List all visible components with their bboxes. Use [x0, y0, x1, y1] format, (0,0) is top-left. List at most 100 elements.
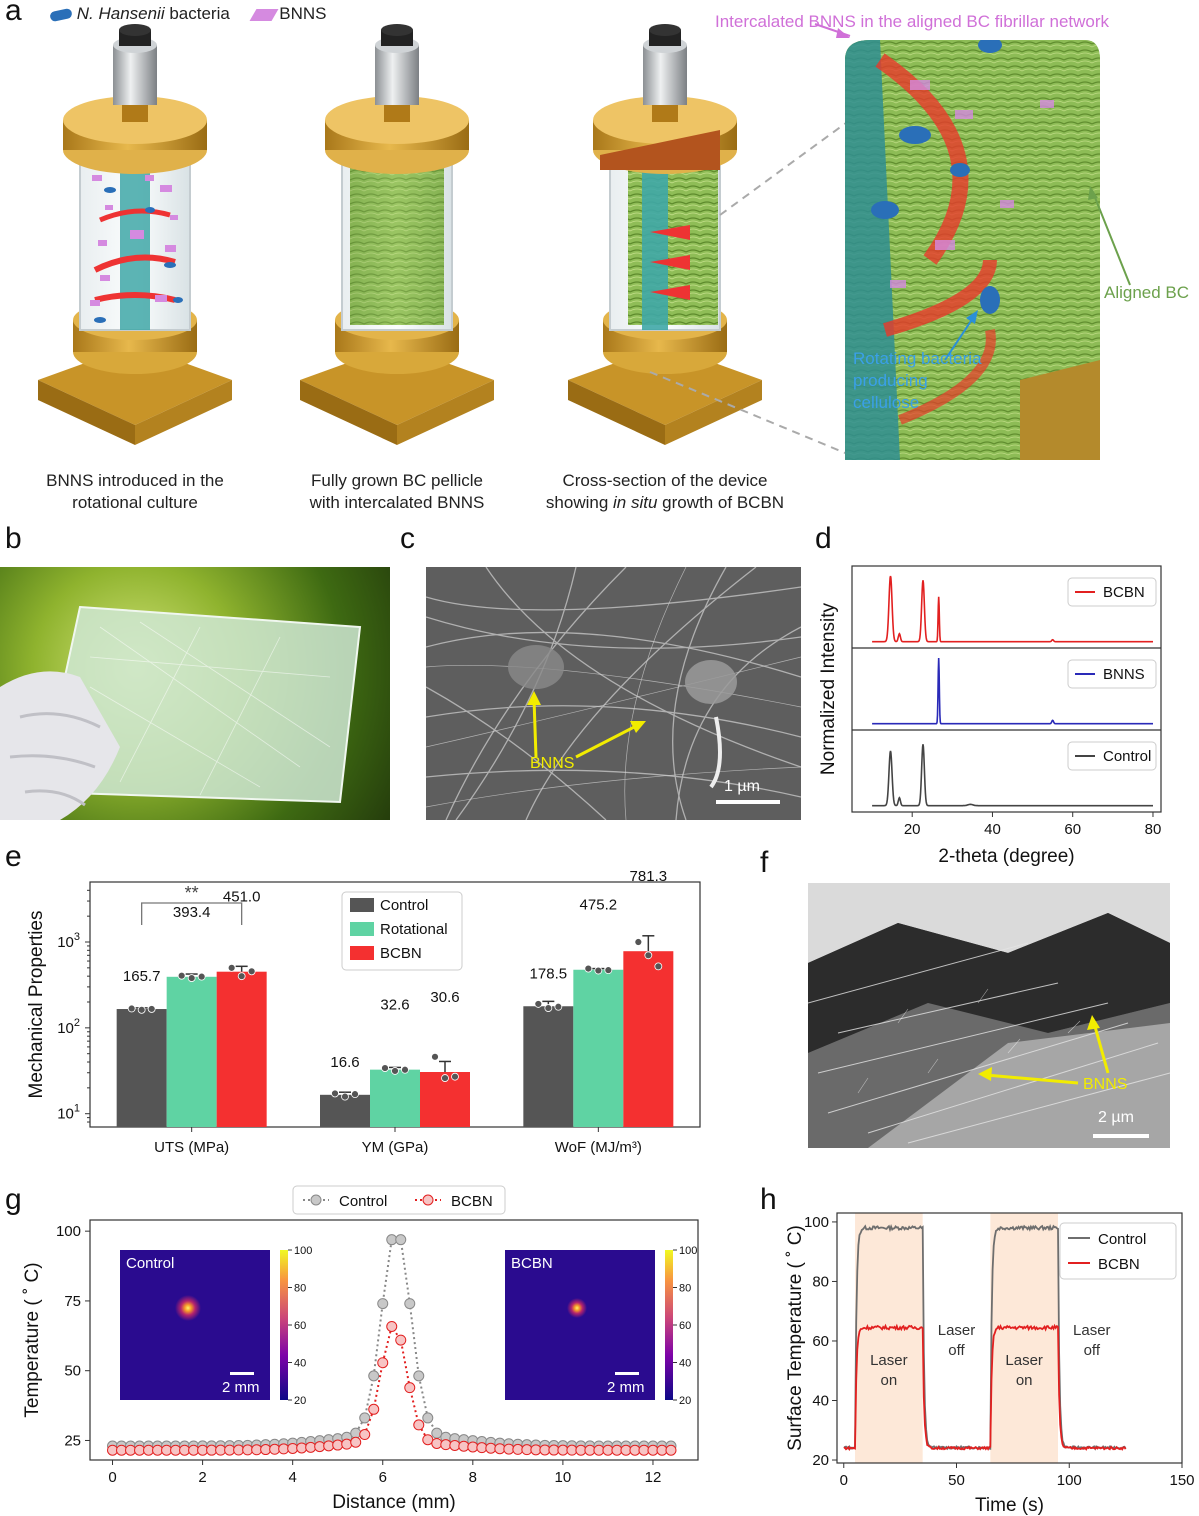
- temp-point-bcbn: [134, 1444, 146, 1456]
- colorbar-tick-label: 100: [294, 1245, 312, 1257]
- sem-image-f: BNNS 2 µm: [808, 883, 1170, 1148]
- temp-point-bcbn: [359, 1429, 371, 1441]
- temp-xtick-label-4: 4: [288, 1469, 296, 1486]
- zoom-label-bacteria-1: Rotating bacteria: [853, 349, 982, 368]
- bar-rotational-1: [370, 1069, 420, 1127]
- temp-point-bcbn: [143, 1444, 155, 1456]
- temp-point-control: [404, 1298, 416, 1310]
- panel-a-illustration: [38, 23, 1131, 460]
- temp-point-bcbn: [620, 1444, 632, 1456]
- colorbar-bcbn: [665, 1250, 673, 1400]
- device-cross-section: [568, 24, 762, 445]
- datapoint-rotational-2: [584, 964, 593, 973]
- bar-value-label-rotational-1: 32.6: [380, 997, 409, 1014]
- surface-legend-label-control: Control: [1098, 1231, 1146, 1248]
- temp-ytick-label-50: 50: [64, 1363, 81, 1380]
- xrd-xlabel: 2-theta (degree): [938, 846, 1074, 867]
- temp-point-bcbn: [251, 1444, 263, 1456]
- temp-point-bcbn: [512, 1443, 524, 1455]
- caption-device-1-line-2: rotational culture: [72, 493, 198, 512]
- pellicle-photo-art: [0, 605, 362, 820]
- colorbar-tick-label: 100: [679, 1245, 697, 1257]
- surface-xtick-label-0: 0: [840, 1472, 848, 1489]
- surface-frame: [836, 1212, 1183, 1464]
- temp-point-bcbn: [611, 1444, 623, 1456]
- temp-ytick-label-25: 25: [64, 1432, 81, 1449]
- bacteria-legend-suffix: bacteria: [164, 4, 230, 23]
- temp-xtick-label-10: 10: [555, 1469, 572, 1486]
- surface-ytick-label-20: 20: [812, 1452, 829, 1469]
- datapoint-rotational-1: [401, 1065, 409, 1074]
- sem-f-bnns-label: BNNS: [1083, 1076, 1128, 1093]
- temp-point-bcbn: [377, 1357, 389, 1369]
- colorbar-control: [280, 1250, 288, 1400]
- caption-device-2-line-2: with intercalated BNNS: [309, 493, 485, 512]
- panel-letter-a: a: [5, 0, 22, 27]
- laser-annotation-line1-3: Laser: [1073, 1322, 1111, 1339]
- colorbar-tick-label: 20: [679, 1395, 691, 1407]
- temp-point-bcbn: [224, 1444, 236, 1456]
- heatmap-label-bcbn: BCBN: [511, 1255, 553, 1272]
- zoom-label-bacteria: Rotating bacteria producing cellulose: [853, 348, 982, 414]
- datapoint-bcbn-1: [431, 1052, 439, 1061]
- temp-point-bcbn: [341, 1438, 353, 1450]
- temp-point-bcbn: [233, 1444, 245, 1456]
- laser-annotation-line1-0: Laser: [870, 1352, 908, 1369]
- temp-ylabel: Temperature ( ˚ C): [22, 1262, 43, 1417]
- bacteria-legend-label: N. Hansenii: [76, 4, 165, 23]
- device-bc-pellicle: [300, 24, 494, 445]
- xrd-xtick-label-60: 60: [1064, 821, 1081, 838]
- xrd-legend-box-bcbn: [1067, 577, 1157, 607]
- bar-control-0: [116, 1009, 167, 1127]
- temp-point-bcbn: [170, 1444, 182, 1456]
- bar-value-label-control-2: 178.5: [530, 965, 568, 982]
- datapoint-bcbn-1: [441, 1074, 449, 1082]
- temp-point-control: [413, 1370, 425, 1382]
- zoom-label-aligned: Aligned BC: [1104, 283, 1190, 302]
- laser-on-band-0: [855, 1213, 923, 1463]
- surface-ylabel: Surface Temperature ( ˚ C): [785, 1225, 806, 1451]
- datapoint-control-0: [137, 1005, 146, 1014]
- pellicle-photo: [0, 567, 390, 820]
- temp-point-bcbn: [368, 1403, 380, 1415]
- datapoint-control-2: [534, 1000, 543, 1008]
- surface-xtick-label-100: 100: [1057, 1472, 1082, 1489]
- laser-annotation-line2-0: on: [881, 1372, 898, 1389]
- temp-point-bcbn: [386, 1320, 398, 1332]
- surface-ytick-label-100: 100: [804, 1214, 829, 1231]
- significance-marker: **: [185, 883, 199, 903]
- temp-legend-label-bcbn: BCBN: [451, 1193, 493, 1210]
- caption-device-3-line-2: showing in situ growth of BCBN: [520, 492, 810, 514]
- colorbar-tick-label: 80: [294, 1283, 306, 1295]
- caption-device-3-line-2c: growth of BCBN: [657, 493, 785, 512]
- bar-legend-swatch-rotational: [350, 922, 374, 936]
- laser-on-band-1: [990, 1213, 1058, 1463]
- temp-ytick-label-100: 100: [56, 1223, 81, 1240]
- temp-point-control: [359, 1412, 371, 1424]
- temp-point-control: [377, 1298, 389, 1310]
- bar-value-label-rotational-2: 475.2: [580, 897, 618, 914]
- sem-f-scale-label: 2 µm: [1098, 1109, 1134, 1126]
- xrd-legend-label-bcbn: BCBN: [1103, 584, 1145, 601]
- heatmap-spot-bcbn: [567, 1298, 587, 1318]
- temperature-profile-chart: 0 2 4 6 8 10 12 25 50 75 100 Distance (mm) Temperatu…: [22, 1185, 699, 1513]
- temp-point-bcbn: [404, 1382, 416, 1394]
- datapoint-bcbn-2: [644, 951, 653, 960]
- significance-bracket: [141, 902, 243, 925]
- sem-c-scale-label: 1 µm: [724, 778, 760, 795]
- xrd-xtick-label-20: 20: [904, 821, 921, 838]
- temp-point-bcbn: [485, 1442, 497, 1454]
- colorbar-tick-label: 40: [679, 1358, 691, 1370]
- bar-legend-label-bcbn: BCBN: [380, 945, 422, 962]
- temp-xlabel: Distance (mm): [332, 1492, 456, 1513]
- temp-point-bcbn: [665, 1444, 677, 1456]
- colorbar-tick-label: 40: [294, 1358, 306, 1370]
- temp-point-bcbn: [332, 1439, 344, 1451]
- caption-device-3-line-1: Cross-section of the device: [562, 471, 768, 490]
- temp-point-bcbn: [494, 1443, 506, 1455]
- heatmap-control: [120, 1250, 270, 1400]
- temp-point-bcbn: [350, 1436, 362, 1448]
- panel-letter-g: g: [5, 1183, 22, 1216]
- temp-point-bcbn: [116, 1444, 128, 1456]
- surface-ytick-label-40: 40: [812, 1393, 829, 1410]
